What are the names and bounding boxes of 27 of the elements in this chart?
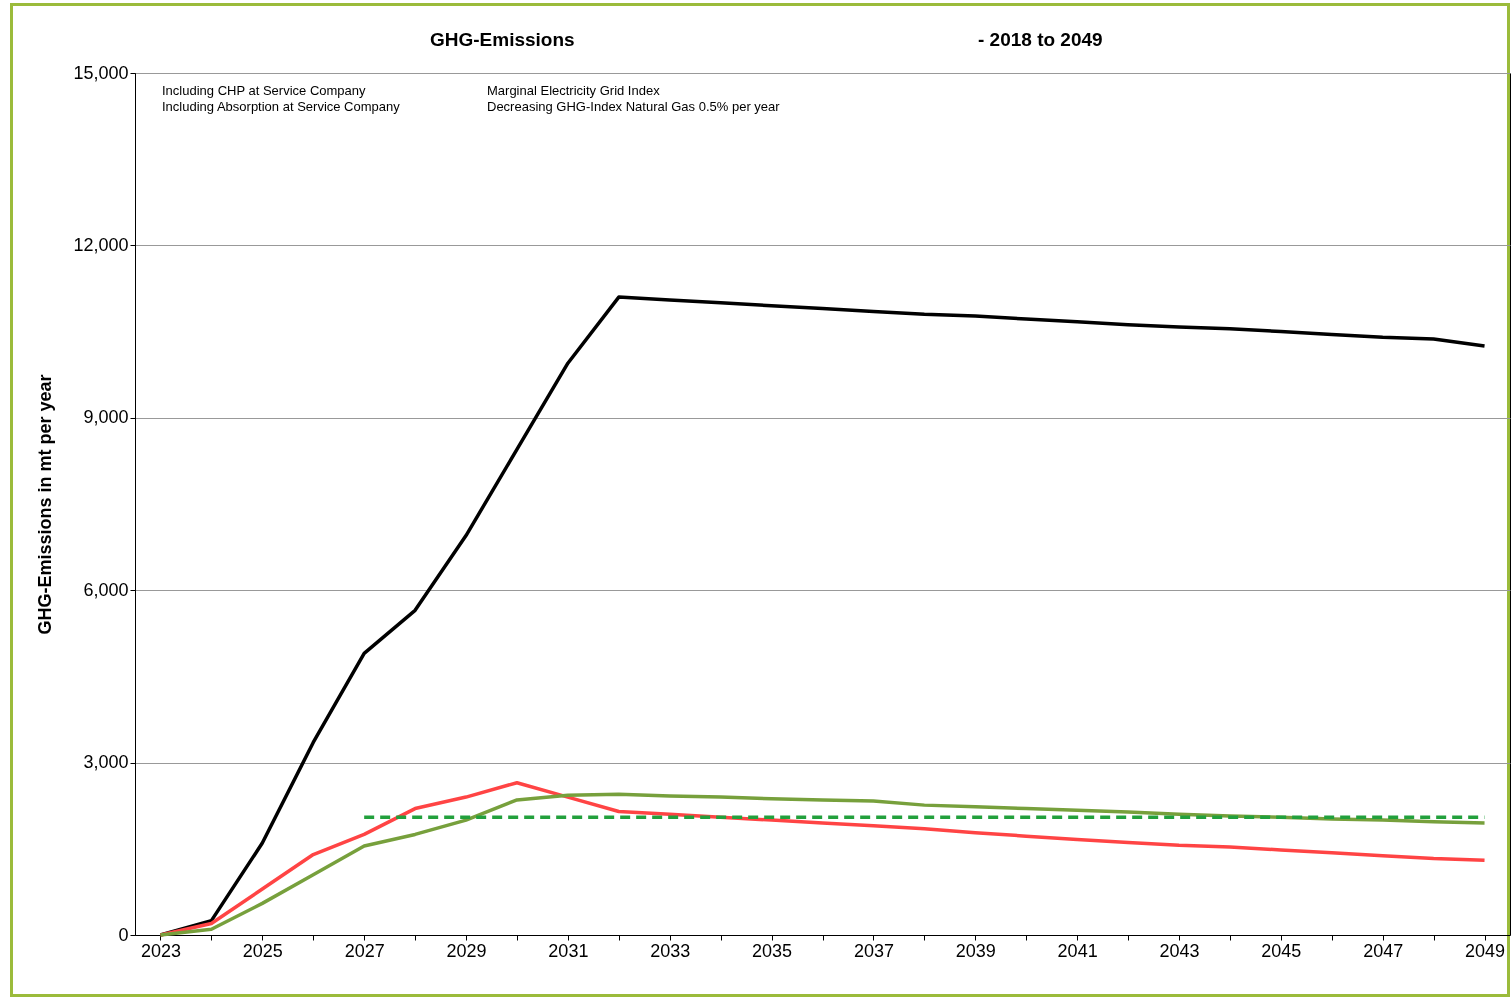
annotation: Including Absorption at Service Company [162, 99, 400, 114]
y-tick-label: 12,000 [73, 234, 129, 255]
y-tick-label: 3,000 [83, 752, 129, 773]
y-tick-label: 15,000 [73, 62, 129, 83]
chart-subtitle: - 2018 to 2049 [978, 29, 1103, 51]
annotation: Including CHP at Service Company [162, 83, 366, 98]
chart-title: GHG-Emissions [430, 29, 575, 51]
x-tick-label: 2029 [446, 940, 487, 961]
x-tick-label: 2043 [1159, 940, 1200, 961]
annotation: Marginal Electricity Grid Index [487, 83, 660, 98]
x-tick-label: 2027 [344, 940, 385, 961]
y-axis-title: GHG-Emissions in mt per year [35, 374, 56, 635]
x-tick-label: 2035 [752, 940, 793, 961]
x-tick-label: 2039 [955, 940, 996, 961]
x-tick-label: 2037 [853, 940, 894, 961]
x-tick-label: 2033 [650, 940, 691, 961]
y-tick-label: 9,000 [83, 407, 129, 428]
x-tick-label: 2047 [1363, 940, 1404, 961]
x-tick-label: 2031 [548, 940, 589, 961]
x-tick-label: 2025 [242, 940, 283, 961]
annotation: Decreasing GHG-Index Natural Gas 0.5% per year [487, 99, 780, 114]
x-tick-label: 2023 [140, 940, 181, 961]
x-tick-label: 2049 [1465, 940, 1506, 961]
x-tick-label: 2041 [1057, 940, 1098, 961]
y-tick-label: 6,000 [83, 579, 129, 600]
x-tick-label: 2045 [1261, 940, 1302, 961]
y-tick-label: 0 [118, 924, 129, 945]
